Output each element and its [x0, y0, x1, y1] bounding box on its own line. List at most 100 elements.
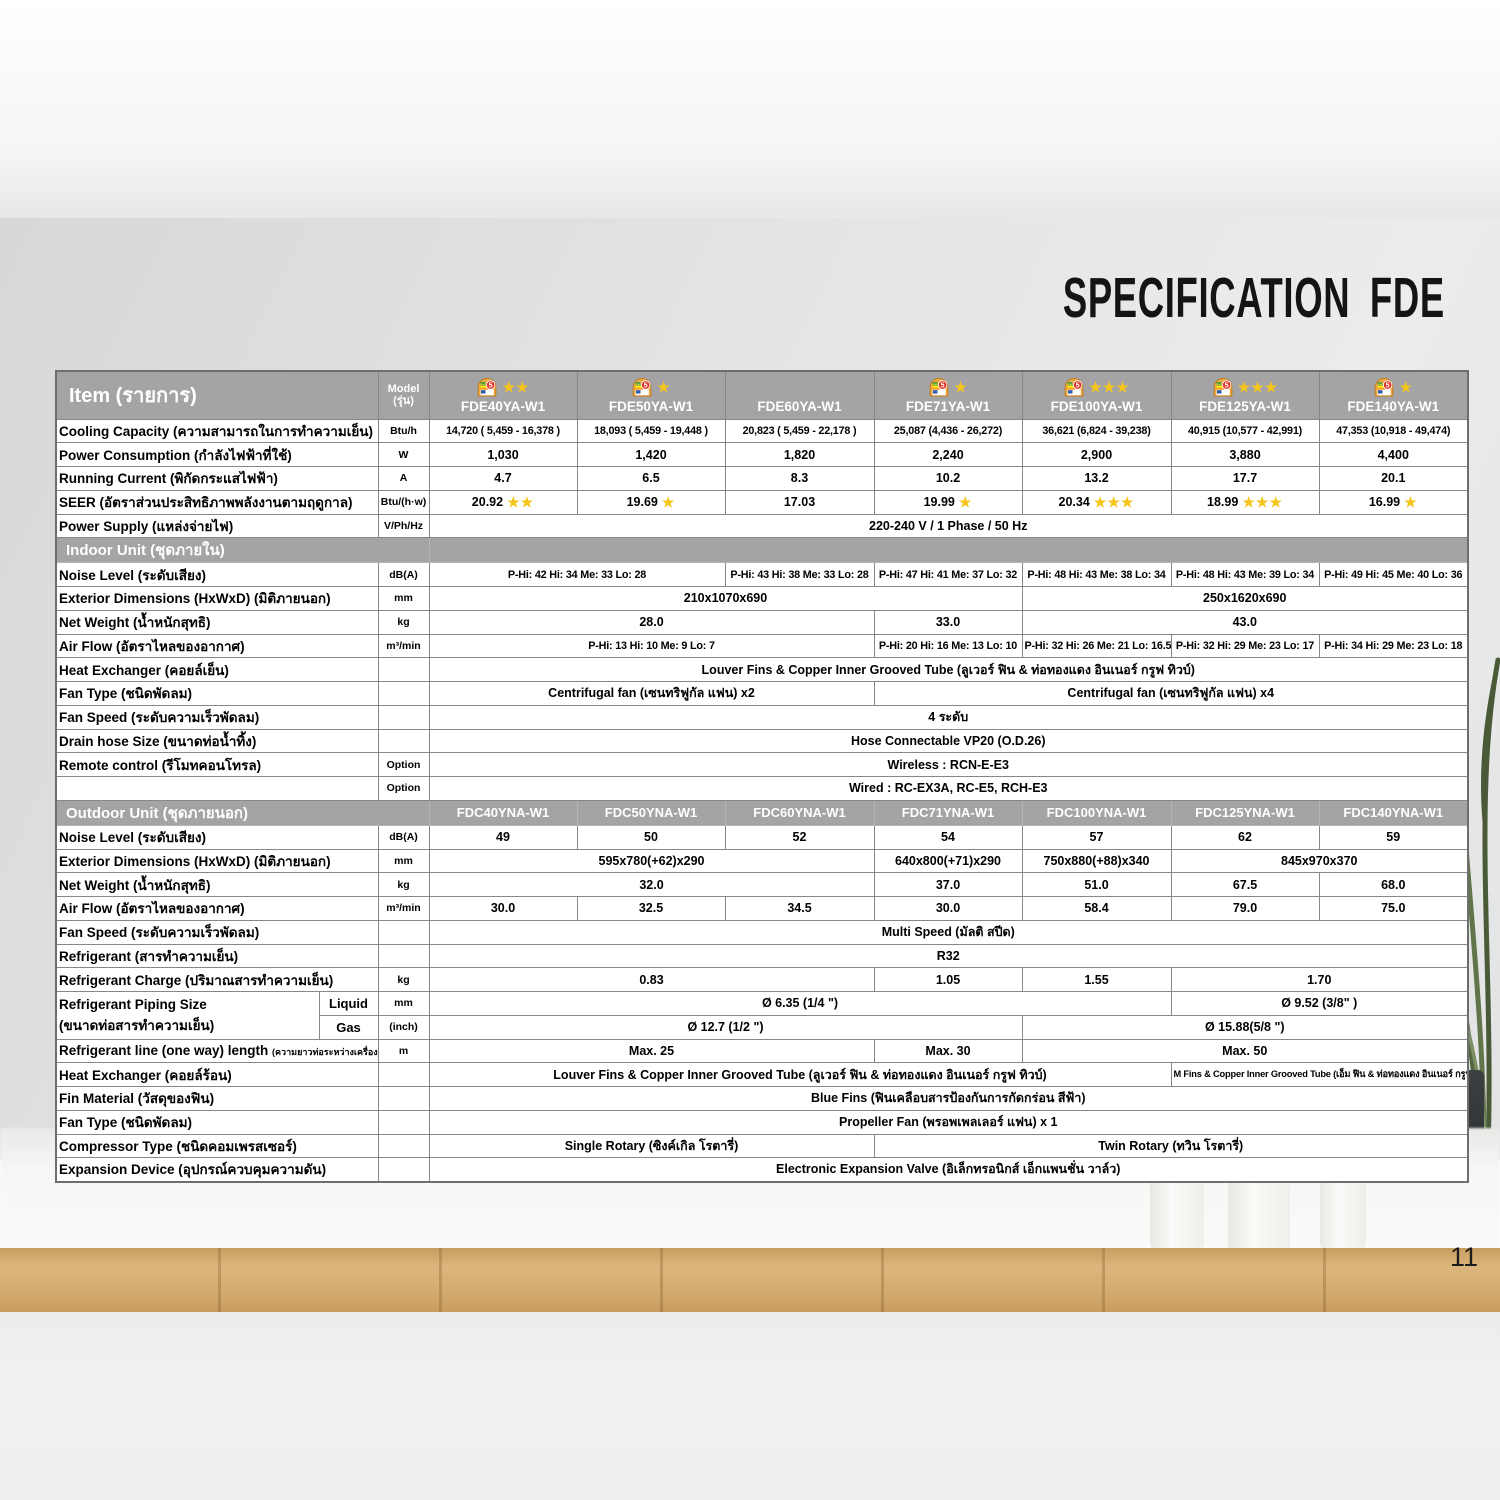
value-cell: 32.0 [428, 872, 875, 897]
unit-cell [377, 1086, 430, 1111]
unit-cell: W [377, 442, 430, 467]
value-cell: 57 [1021, 824, 1172, 850]
value-cell: 51.0 [1021, 872, 1172, 897]
value-cell: 59 [1318, 824, 1469, 850]
spec-row: Cooling Capacity (ความสามารถในการทำความเ… [55, 418, 1469, 444]
unit-cell [377, 919, 430, 945]
unit-cell: kg [377, 872, 430, 897]
indoor-model-header: 5 ★ FDE71YA-W1 [873, 370, 1023, 420]
value-cell: 3,880 [1170, 442, 1320, 467]
value-cell: 40,915 (10,577 - 42,991) [1170, 418, 1320, 444]
row-label-small: (ความยาวท่อระหว่างเครื่อง) [272, 1046, 378, 1057]
value-cell: 6.5 [576, 466, 726, 491]
value-cell: 19.69 ★ [576, 489, 726, 515]
row-label: Expansion Device (อุปกรณ์ควบคุมความดัน) [55, 1157, 379, 1182]
unit-cell: dB(A) [377, 824, 430, 850]
energy-stars: ★★★ [1089, 378, 1130, 395]
unit-cell [377, 728, 430, 754]
value-cell: Twin Rotary (ทวิน โรตารี่) [873, 1133, 1469, 1159]
value-cell: P-Hi: 48 Hi: 43 Me: 38 Lo: 34 [1021, 562, 1172, 587]
value-cell: 14,720 ( 5,459 - 16,378 ) [428, 418, 578, 444]
value-cell: 1,820 [724, 442, 875, 467]
value-cell: 640x800(+71)x290 [873, 848, 1023, 874]
value-cell: Ø 9.52 (3/8" ) [1170, 991, 1469, 1016]
value-cell: Wired : RC-EX3A, RC-E5, RCH-E3 [428, 776, 1469, 801]
row-label: Power Consumption (กำลังไฟฟ้าที่ใช้) [55, 442, 379, 467]
energy-stars: ★★★ [1093, 493, 1135, 510]
spec-row: Refrigerant line (one way) length (ความย… [55, 1038, 1469, 1064]
spec-row: Refrigerant Piping Size (ขนาดท่อสารทำความ… [55, 991, 1469, 1040]
value-cell: 1.55 [1021, 967, 1172, 992]
row-label: Refrigerant line (one way) length (ความย… [55, 1038, 379, 1064]
indoor-model-header: 5 ★ FDE140YA-W1 [1318, 370, 1469, 420]
indoor-model-name: FDE60YA-W1 [757, 398, 842, 414]
energy-rating: 5 ★★★ [1174, 377, 1317, 398]
spec-row: Option Wired : RC-EX3A, RC-E5, RCH-E3 [55, 776, 1469, 801]
row-label: Power Supply (แหล่งจ่ายไฟ) [55, 513, 379, 539]
energy-stars: ★ [1404, 493, 1418, 510]
row-label: Drain hose Size (ขนาดท่อน้ำทิ้ง) [55, 728, 379, 754]
value-cell: 37.0 [873, 872, 1023, 897]
outdoor-model-header: FDC71YNA-W1 [873, 799, 1023, 826]
item-column-header: Item (รายการ) [55, 370, 379, 420]
energy-stars: ★★★ [1242, 493, 1283, 510]
unit-cell: mm [377, 848, 430, 874]
value-cell: Centrifugal fan (เซนทริฟูกัล แฟน) x2 [428, 681, 875, 706]
value-cell: Hose Connectable VP20 (O.D.26) [428, 728, 1469, 754]
value-cell: 30.0 [873, 896, 1023, 921]
unit-cell: m³/min [377, 633, 430, 659]
value-cell: 47,353 (10,918 - 49,474) [1318, 418, 1469, 444]
row-label: Refrigerant (สารทำความเย็น) [55, 943, 379, 969]
row-label [55, 776, 379, 801]
spec-row: Refrigerant Charge (ปริมาณสารทำความเย็น)… [55, 967, 1469, 992]
indoor-model-header: 5 ★★ FDE40YA-W1 [428, 370, 578, 420]
row-label: Heat Exchanger (คอยล์ร้อน) [55, 1062, 379, 1087]
energy-stars: ★★ [502, 378, 530, 395]
svg-text:5: 5 [1076, 382, 1080, 390]
value-cell: 33.0 [873, 609, 1023, 635]
row-label: Air Flow (อัตราไหลของอากาศ) [55, 633, 379, 659]
table-head: Item (รายการ) Model (รุ่น) 5 ★★ FDE40YA-W1 5 ★… [55, 370, 1469, 420]
value-cell: M Fins & Copper Inner Grooved Tube (เอ็ม… [1170, 1062, 1469, 1087]
unit-cell: Option [377, 752, 430, 777]
unit-cell: kg [377, 967, 430, 992]
row-label: Exterior Dimensions (HxWxD) (มิติภายนอก) [55, 586, 379, 611]
value-cell: 17.7 [1170, 466, 1320, 491]
value-cell: Max. 50 [1021, 1038, 1469, 1064]
value-cell: 1,030 [428, 442, 578, 467]
value-cell: 20.92 ★★ [428, 489, 578, 515]
row-label: Exterior Dimensions (HxWxD) (มิติภายนอก) [55, 848, 379, 874]
row-label: Cooling Capacity (ความสามารถในการทำความเ… [55, 418, 379, 444]
spec-row: Noise Level (ระดับเสียง) dB(A) P-Hi: 42 Hi… [55, 562, 1469, 587]
outdoor-model-header: FDC125YNA-W1 [1170, 799, 1320, 826]
spec-row: SEER (อัตราส่วนประสิทธิภาพพลังงานตามฤดูก… [55, 489, 1469, 515]
spec-row: Net Weight (น้ำหนักสุทธิ) kg 28.0 33.0 43.0 [55, 609, 1469, 635]
section-title: Indoor Unit (ชุดภายใน) [55, 537, 430, 564]
value-cell: 49 [428, 824, 578, 850]
unit-cell: dB(A) [377, 562, 430, 587]
indoor-model-header: 5 ★ FDE50YA-W1 [576, 370, 726, 420]
specification-table: Item (รายการ) Model (รุ่น) 5 ★★ FDE40YA-W1 5 ★… [55, 370, 1469, 1183]
unit-cell: Option [377, 776, 430, 801]
value-cell: 20,823 ( 5,459 - 22,178 ) [724, 418, 875, 444]
value-cell: 595x780(+62)x290 [428, 848, 875, 874]
outdoor-model-header: FDC40YNA-W1 [428, 799, 578, 826]
indoor-model-header: 5 ★★★ FDE125YA-W1 [1170, 370, 1320, 420]
value-cell: 10.2 [873, 466, 1023, 491]
piping-sub-label: Gas [318, 1014, 379, 1040]
value-cell: 54 [873, 824, 1023, 850]
spec-row: Compressor Type (ชนิดคอมเพรสเซอร์) Single… [55, 1133, 1469, 1159]
section-row: Outdoor Unit (ชุดภายนอก) FDC40YNA-W1 FDC50… [55, 799, 1469, 826]
outdoor-model-header: FDC100YNA-W1 [1021, 799, 1172, 826]
value-cell: P-Hi: 20 Hi: 16 Me: 13 Lo: 10 [873, 633, 1023, 659]
energy-label-no5-icon: 5 [929, 378, 949, 397]
unit-cell [377, 657, 430, 682]
row-label: Fan Speed (ระดับความเร็วพัดลม) [55, 919, 379, 945]
model-column-header: Model (รุ่น) [377, 370, 430, 420]
spec-row: Heat Exchanger (คอยล์ร้อน) Louver Fins & … [55, 1062, 1469, 1087]
unit-cell: m³/min [377, 896, 430, 921]
indoor-model-header: 5 ★★★ FDE100YA-W1 [1021, 370, 1172, 420]
energy-label-no5-icon: 5 [632, 378, 652, 397]
svg-text:5: 5 [1386, 382, 1390, 390]
row-label: Noise Level (ระดับเสียง) [55, 824, 379, 850]
